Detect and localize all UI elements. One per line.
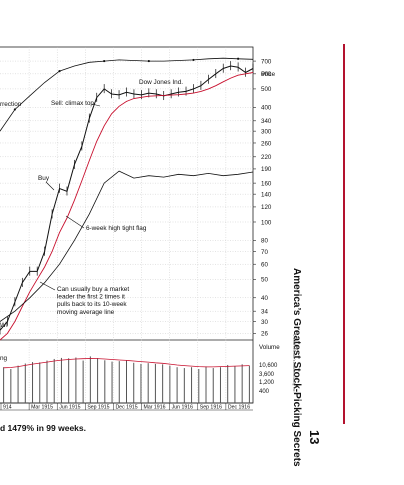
volume-average-line <box>3 358 250 369</box>
pullback-note-line: moving average line <box>57 309 115 316</box>
x-tick-label: Jun 1916 <box>172 405 193 411</box>
dow-jones-line <box>0 57 254 132</box>
dow-jones-point <box>13 108 16 111</box>
price-tick-label: 60 <box>261 262 268 269</box>
volume-tick-label: 10,600 <box>259 363 278 369</box>
chart-grid <box>0 47 253 403</box>
price-tick-label: 120 <box>261 204 272 211</box>
price-tick-label: 340 <box>261 118 272 125</box>
high-tight-flag-label: 6-week high tight flag <box>86 225 147 232</box>
x-tick-label: Dec 1915 <box>115 405 137 411</box>
volume-axis-title: Volume <box>259 344 280 351</box>
correction-label: rrection <box>0 101 22 108</box>
ng-label: ng <box>0 355 8 362</box>
x-tick-label: Mar 1915 <box>31 405 53 411</box>
x-tick-label: Sep 1915 <box>87 405 109 411</box>
volume-panel <box>3 356 250 403</box>
price-tick-label: 300 <box>261 128 272 135</box>
pullback-note-line: pulls back to its 10-week <box>57 301 127 308</box>
page-number: 13 <box>307 430 322 445</box>
chart-axes: 700 600 500 400 340 300 260 220 190 160 140 120 100 8… <box>0 58 280 411</box>
pullback-note-line: leader the first 2 times it <box>57 294 125 301</box>
price-tick-label: 160 <box>261 180 272 187</box>
sell-climax-top-label: Sell: climax top <box>51 100 94 107</box>
wi-label: WI <box>0 322 8 329</box>
dow-jones-point <box>237 57 240 60</box>
price-tick-label: 40 <box>261 295 268 302</box>
dow-jones-point <box>103 59 106 63</box>
price-tick-label: 500 <box>261 86 272 93</box>
x-tick-label: 914 <box>3 405 12 411</box>
price-tick-label: 220 <box>261 154 272 161</box>
pullback-arrow <box>39 281 56 291</box>
sell-arrow <box>91 103 101 107</box>
price-tick-label: 26 <box>261 331 268 338</box>
buy-arrow <box>45 181 55 191</box>
x-tick-label: Sep 1916 <box>200 405 222 411</box>
price-tick-label: 260 <box>261 140 272 147</box>
x-tick-label: Mar 1916 <box>144 405 166 411</box>
x-tick-label: Jun 1915 <box>59 405 80 411</box>
chart-border <box>0 46 254 404</box>
dow-jones-point <box>58 70 61 73</box>
price-tick-label: 600 <box>261 71 272 78</box>
volume-tick-label: 400 <box>259 389 270 395</box>
figure-caption: d 1479% in 99 weeks. <box>0 423 86 433</box>
dow-jones-point <box>192 58 195 62</box>
dow-jones-label: Dow Jones Ind. <box>139 79 183 86</box>
relative-strength-line <box>0 170 254 322</box>
volume-tick-label: 3,600 <box>259 372 275 378</box>
price-tick-label: 80 <box>261 238 268 245</box>
price-tick-label: 100 <box>261 219 272 226</box>
chart-frame <box>0 46 254 411</box>
flag-arrow <box>65 215 85 229</box>
pullback-note-line: Can usually buy a market <box>57 286 129 293</box>
x-tick-label: Dec 1916 <box>228 405 250 411</box>
chart-series <box>0 57 254 341</box>
price-tick-label: 30 <box>261 319 268 326</box>
buy-label: Buy <box>38 175 50 182</box>
moving-average-line <box>0 72 254 341</box>
copyright-notice: © 2008 Investor’s Business Daily, Inc. <box>292 334 296 393</box>
dow-jones-point <box>147 59 150 63</box>
volume-tick-label: 1,200 <box>259 380 275 386</box>
price-tick-label: 50 <box>261 277 268 284</box>
price-tick-label: 400 <box>261 105 272 112</box>
price-axis-title: Price <box>261 71 276 78</box>
price-tick-label: 140 <box>261 191 272 198</box>
price-tick-label: 34 <box>261 308 268 315</box>
price-tick-label: 70 <box>261 249 268 256</box>
chart-annotations: Dow Jones Ind. Sell: climax top rrection Bu… <box>0 79 183 362</box>
price-tick-label: 700 <box>261 58 272 65</box>
accent-rule <box>343 44 345 424</box>
price-tick-label: 190 <box>261 166 272 173</box>
